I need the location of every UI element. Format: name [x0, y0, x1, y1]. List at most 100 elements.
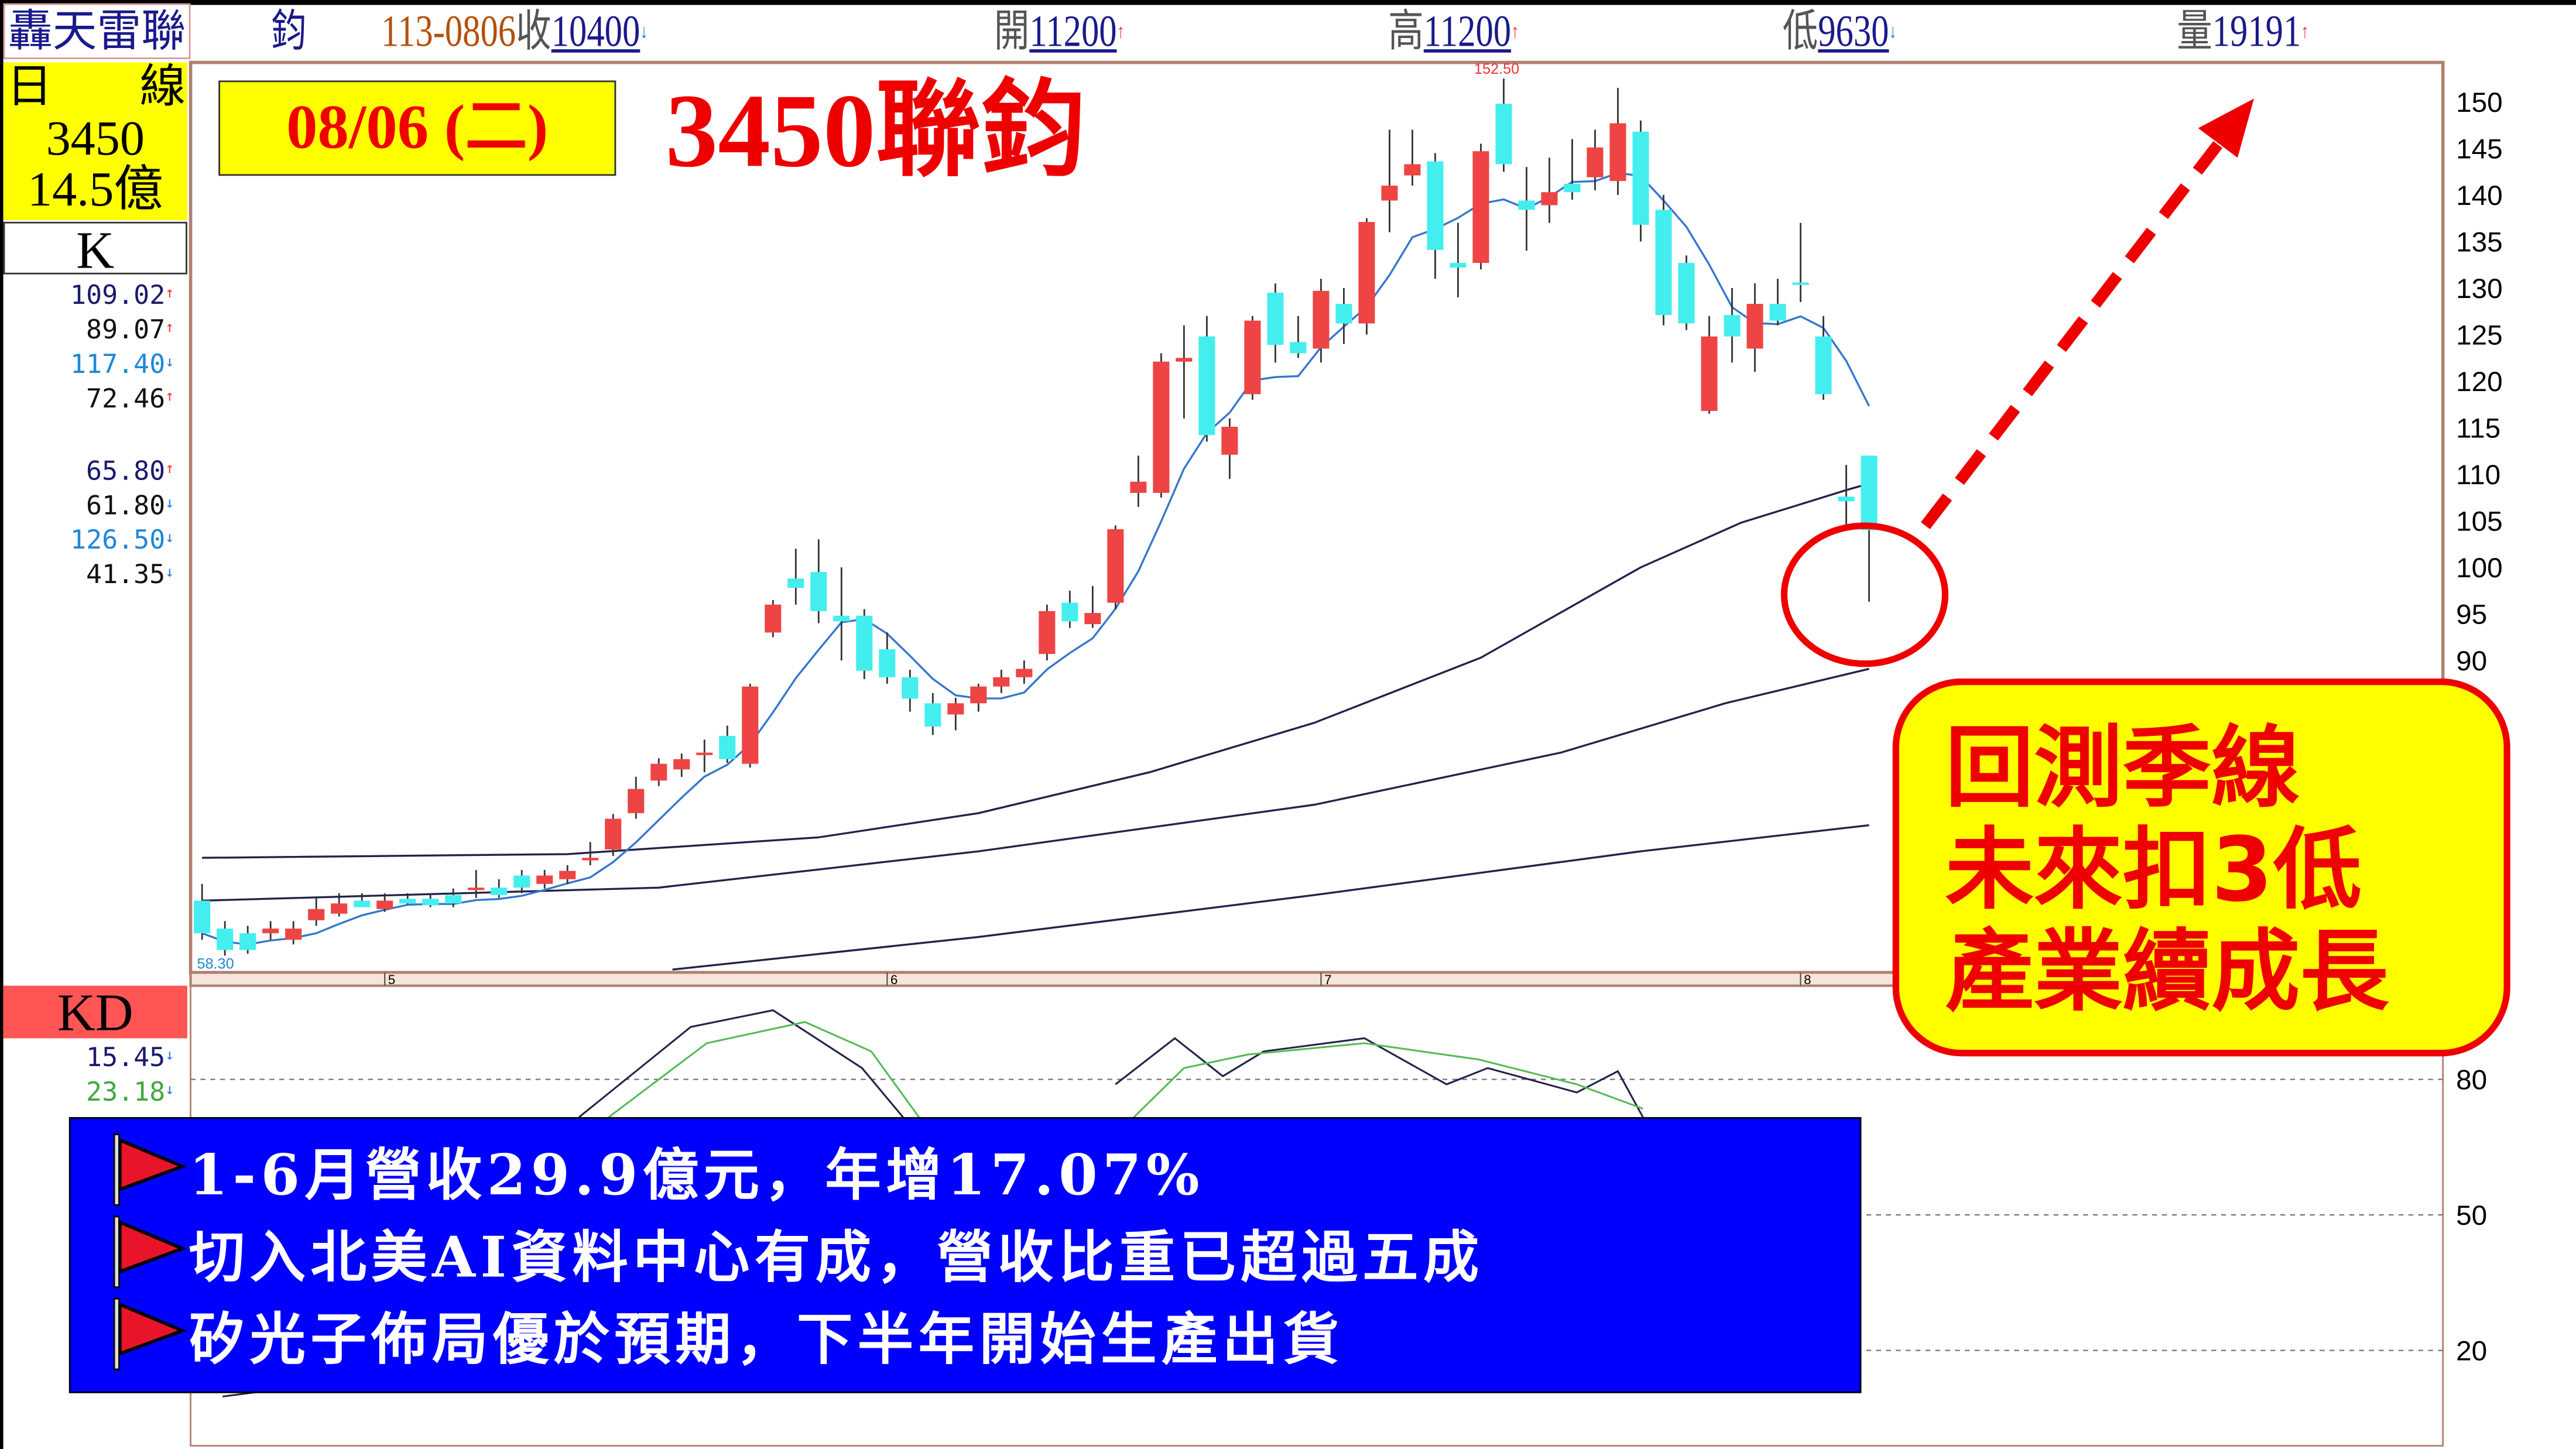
- candle-body: [513, 875, 530, 888]
- candle-body: [1107, 529, 1124, 603]
- candle-body: [1746, 304, 1763, 349]
- k-chart-tab[interactable]: K: [3, 221, 187, 276]
- candle: [1107, 525, 1124, 609]
- candle-body: [308, 909, 325, 920]
- callout-line: 產業續成長: [1945, 920, 2389, 1024]
- red-flag-icon: [113, 1215, 187, 1288]
- arrow-down-icon: ↓: [1889, 19, 1897, 43]
- candle: [1153, 353, 1170, 498]
- candle: [445, 888, 462, 907]
- high-value: 11200: [1423, 6, 1512, 56]
- candle: [559, 865, 576, 884]
- candle-body: [491, 888, 508, 895]
- candle-body: [1472, 151, 1489, 263]
- callout-line: 回測季線: [1945, 716, 2300, 820]
- price-tick-label: 130: [2456, 273, 2503, 304]
- candle-body: [1198, 336, 1215, 436]
- candle: [1609, 88, 1626, 196]
- candle-body: [1130, 481, 1147, 493]
- candle-body: [902, 677, 919, 699]
- kd-tick-label: 80: [2456, 1064, 2487, 1095]
- candle-body: [1381, 186, 1398, 201]
- stock-name[interactable]: 轟天雷聯: [3, 3, 191, 60]
- candle: [194, 883, 211, 940]
- candle-body: [194, 900, 211, 934]
- price-tick-label: 90: [2456, 646, 2487, 677]
- candles: [194, 78, 1878, 956]
- candle-body: [1358, 222, 1375, 324]
- kd-values: 15.45↓ 23.18↓: [86, 1040, 174, 1109]
- k-line: [578, 1009, 904, 1118]
- ma-values: 109.02↑ 89.07↑ 117.40↓ 72.46↑: [70, 278, 174, 416]
- candle-body: [1404, 164, 1421, 176]
- candle: [536, 869, 553, 889]
- arrow-down-icon: ↓: [165, 496, 174, 513]
- kd-lines: [222, 1009, 1644, 1397]
- arrow-head-icon: [2198, 98, 2254, 158]
- candle: [1678, 255, 1695, 330]
- month-label: 8: [1804, 972, 1811, 987]
- kd-tick-label: 20: [2456, 1335, 2487, 1366]
- candle-body: [1267, 292, 1284, 345]
- indicator-value-text: 117.40: [70, 348, 166, 380]
- candle-body: [1541, 192, 1558, 205]
- indicator-value-text: 109.02: [70, 279, 166, 311]
- candle-body: [422, 899, 439, 906]
- arrow-up-icon: ↑: [165, 461, 174, 478]
- candle-body: [1678, 263, 1695, 324]
- arrow-down-icon: ↓: [165, 355, 174, 372]
- candle-body: [810, 572, 827, 611]
- candle: [1632, 120, 1649, 242]
- candle: [1541, 157, 1558, 223]
- candle: [331, 893, 348, 917]
- candle: [810, 539, 827, 624]
- period-info-box: 日 線 3450 14.5億: [3, 62, 187, 221]
- candle-body: [1290, 342, 1307, 354]
- candle-body: [787, 578, 804, 588]
- indicator-value: 117.40↓: [70, 347, 174, 381]
- candle: [1039, 604, 1056, 661]
- candle-body: [1335, 304, 1352, 324]
- candle-body: [993, 677, 1010, 687]
- max-price-label: 152.50: [1474, 61, 1519, 77]
- candle: [673, 753, 690, 777]
- close-label: 收: [516, 6, 551, 56]
- price-tick-label: 95: [2456, 599, 2487, 630]
- price-tick-label: 135: [2456, 227, 2503, 258]
- candle-body: [1815, 336, 1832, 395]
- ma5-line: [201, 172, 1871, 946]
- candle-body: [1769, 304, 1786, 321]
- period-label: 日 線: [6, 62, 186, 114]
- candle: [217, 921, 234, 956]
- arrow-up-icon: ↑: [165, 320, 174, 337]
- candle: [993, 670, 1010, 693]
- candle: [1381, 129, 1398, 232]
- date-badge: 08/06 (二): [218, 80, 616, 176]
- candle-body: [1153, 361, 1170, 493]
- candle: [308, 898, 325, 926]
- candle: [650, 758, 667, 786]
- indicator-value: 89.07↑: [70, 312, 174, 347]
- kd-tab[interactable]: KD: [3, 985, 187, 1039]
- arrow-down-icon: ↓: [165, 1083, 174, 1099]
- candle: [239, 926, 256, 954]
- candle: [1792, 222, 1809, 302]
- candle-body: [468, 888, 485, 890]
- dashed-arrow-line: [1920, 141, 2223, 529]
- candle-body: [1701, 336, 1718, 411]
- bullet-item: 矽光子佈局優於預期，下半年開始生產出貨: [107, 1293, 1859, 1375]
- candle-body: [1587, 147, 1604, 177]
- news-bullets-box: 1-6月營收29.9億元，年增17.07% 切入北美AI資料中心有成，營收比重已…: [68, 1117, 1862, 1393]
- indicator-value-text: 61.80: [86, 489, 166, 521]
- candle: [1244, 316, 1261, 400]
- candle-body: [1084, 613, 1101, 625]
- high-label: 高: [1388, 6, 1424, 56]
- candle-body: [1176, 358, 1193, 362]
- candle-body: [1861, 455, 1878, 530]
- candle-body: [331, 903, 348, 914]
- candle: [947, 697, 964, 731]
- moving-averages: [201, 172, 1871, 971]
- candle-body: [1039, 611, 1056, 654]
- arrow-down-icon: ↓: [165, 1048, 174, 1065]
